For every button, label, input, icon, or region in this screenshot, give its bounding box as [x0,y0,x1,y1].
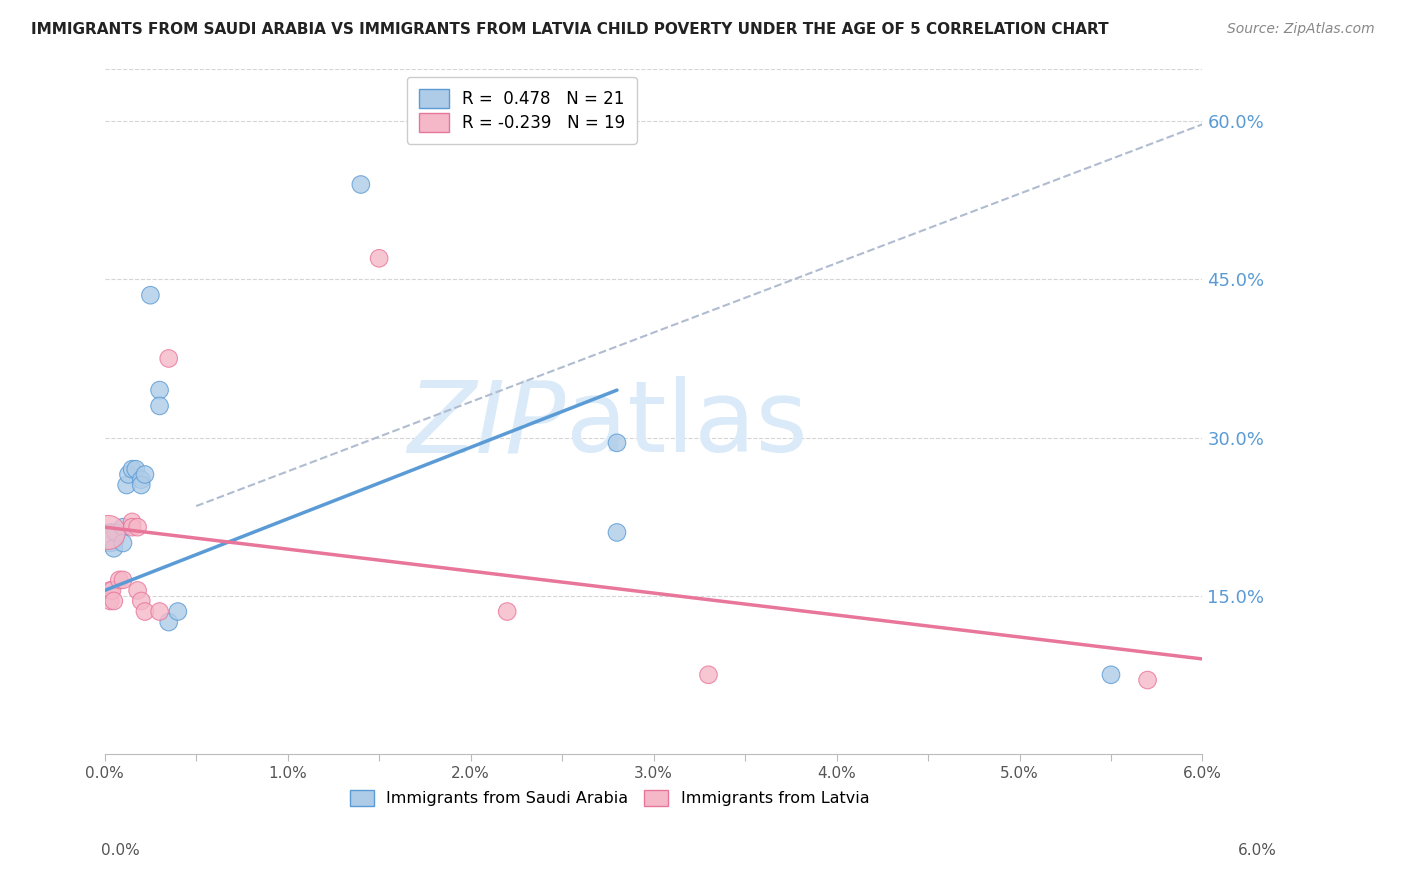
Point [1099,667,1122,681]
Point [697,667,720,681]
Point [121,515,143,529]
Point [606,525,628,540]
Point [134,467,156,482]
Text: atlas: atlas [565,376,807,474]
Point [115,478,138,492]
Point [139,288,162,302]
Point [127,520,149,534]
Point [129,594,152,608]
Point [125,462,148,476]
Point [98,583,121,598]
Point [117,467,139,482]
Point [1136,673,1159,687]
Legend: Immigrants from Saudi Arabia, Immigrants from Latvia: Immigrants from Saudi Arabia, Immigrants… [342,782,877,814]
Text: ZIP: ZIP [408,376,565,474]
Point [127,583,149,598]
Text: 6.0%: 6.0% [1237,843,1277,858]
Point [496,605,519,619]
Point [103,594,125,608]
Point [111,536,134,550]
Point [121,520,143,534]
Point [111,573,134,587]
Point [108,573,131,587]
Point [167,605,190,619]
Point [350,178,373,192]
Point [129,473,152,487]
Point [121,462,143,476]
Point [148,383,170,397]
Point [148,399,170,413]
Point [157,351,180,366]
Point [98,531,121,545]
Point [129,478,152,492]
Point [606,435,628,450]
Point [368,252,391,266]
Point [98,594,121,608]
Text: Source: ZipAtlas.com: Source: ZipAtlas.com [1227,22,1375,37]
Point [148,605,170,619]
Point [101,583,124,598]
Text: IMMIGRANTS FROM SAUDI ARABIA VS IMMIGRANTS FROM LATVIA CHILD POVERTY UNDER THE A: IMMIGRANTS FROM SAUDI ARABIA VS IMMIGRAN… [31,22,1108,37]
Text: 0.0%: 0.0% [101,843,141,858]
Point [97,525,120,540]
Point [103,541,125,556]
Point [104,525,127,540]
Point [111,520,134,534]
Point [157,615,180,629]
Point [134,605,156,619]
